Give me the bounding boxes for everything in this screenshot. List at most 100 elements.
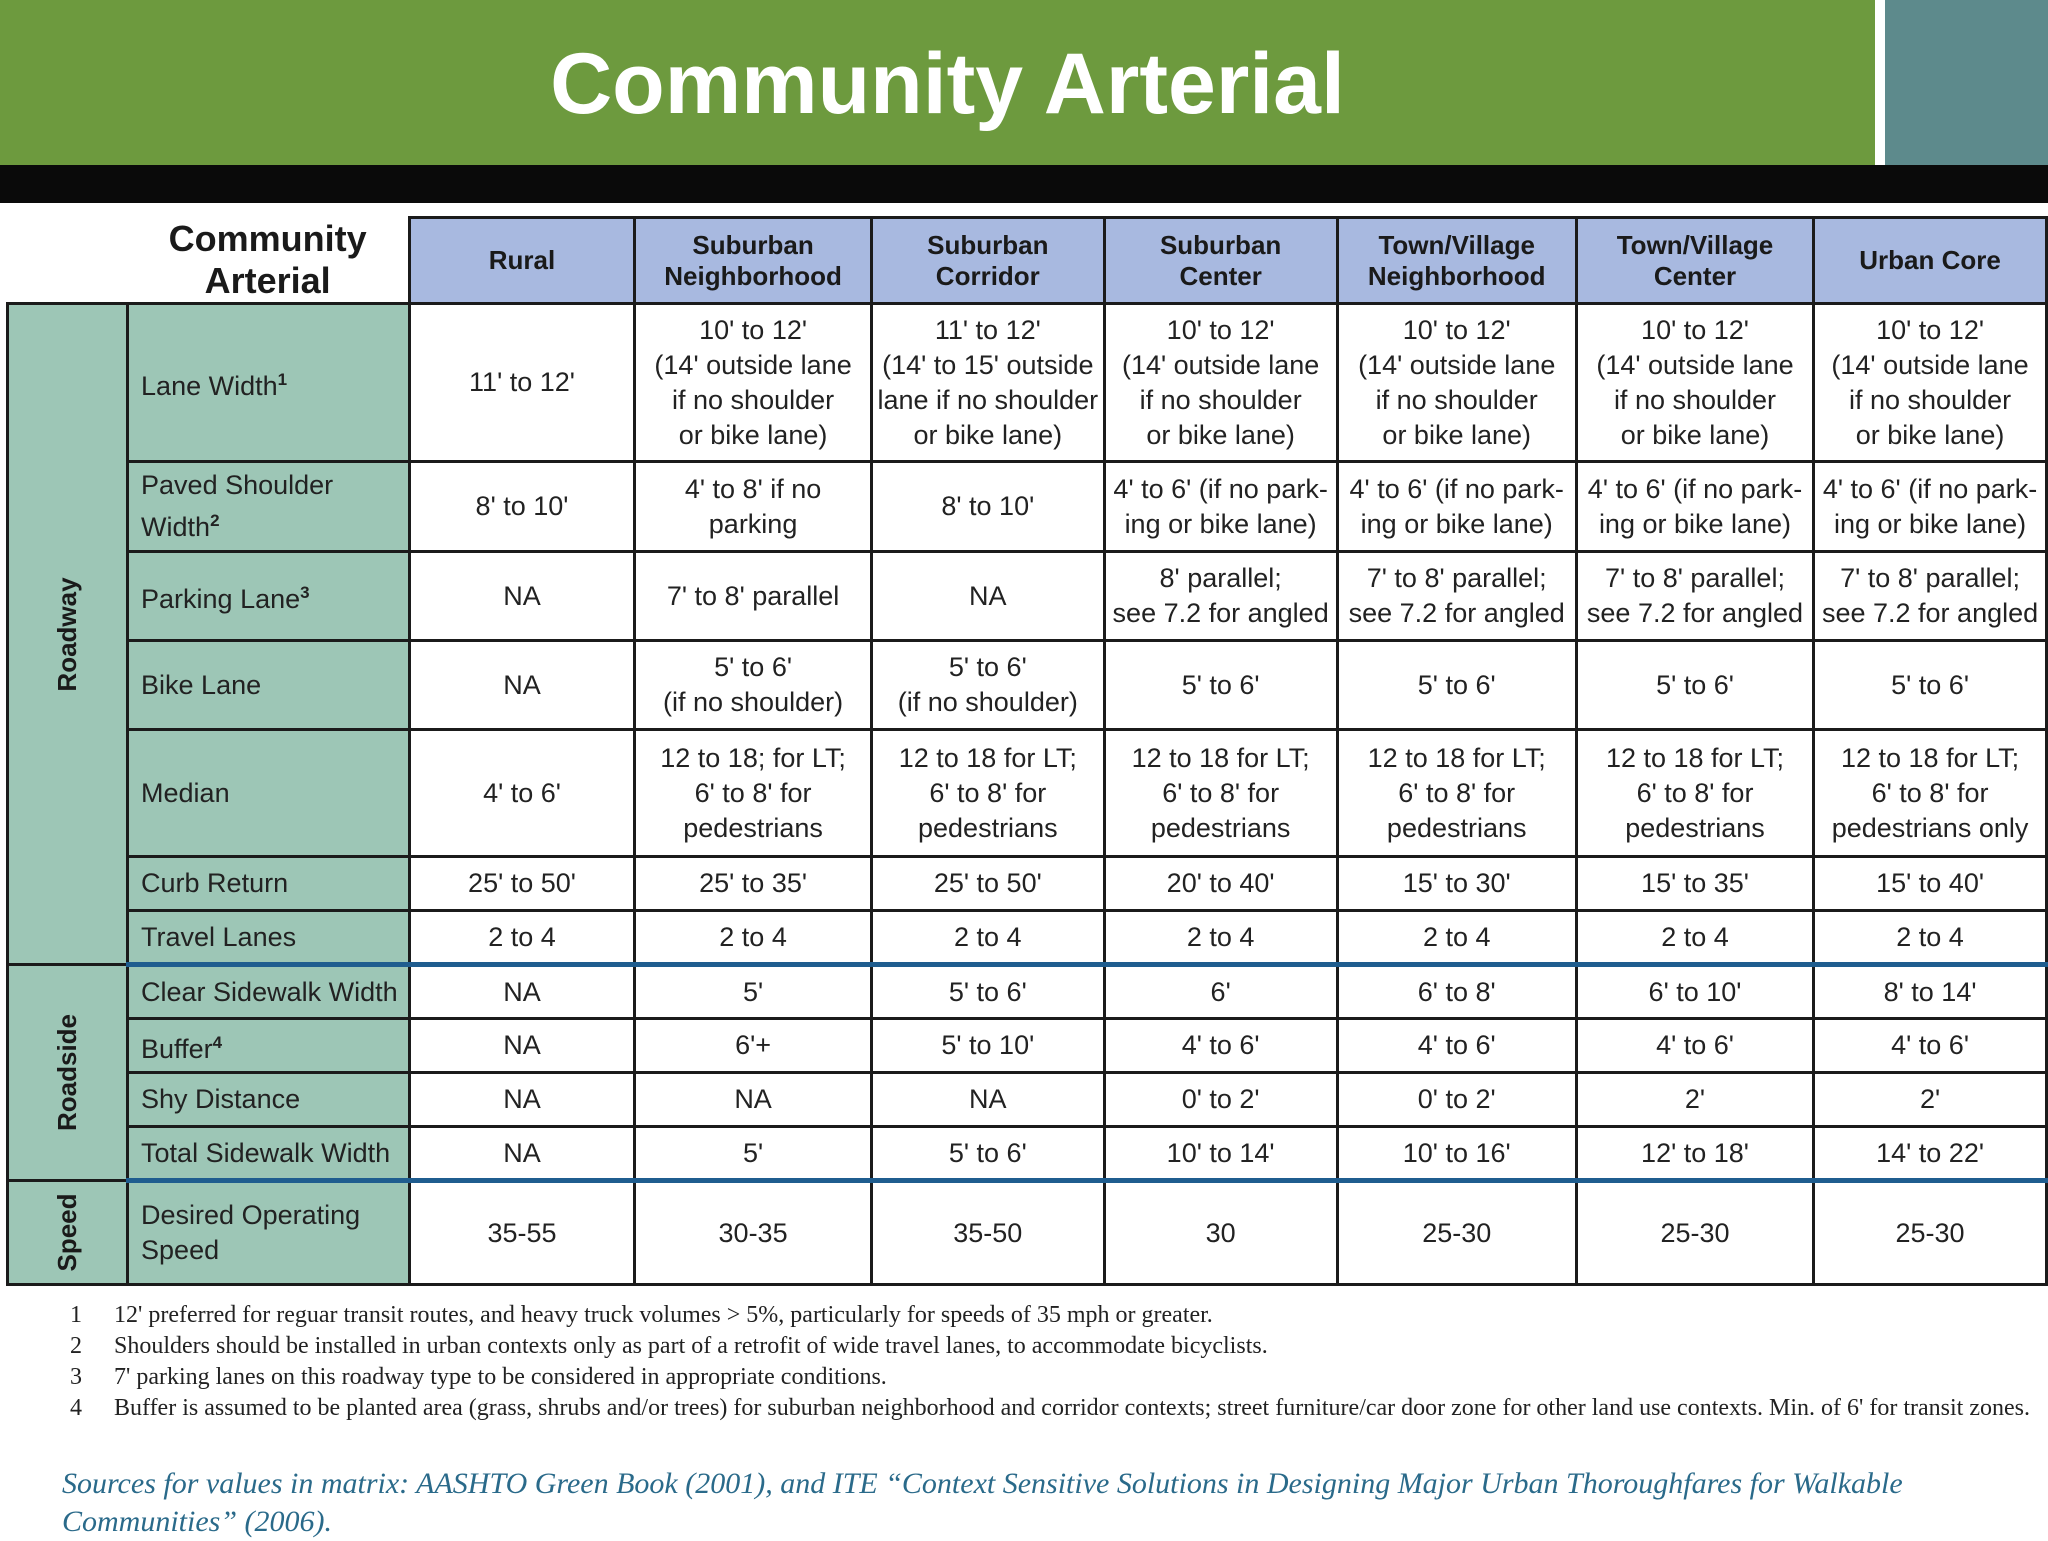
- table-cell: 8' to 10': [407, 460, 637, 553]
- table-cell: 2': [1574, 1071, 1816, 1128]
- row-label: Curb Return: [126, 855, 411, 912]
- table-cell: 5' to 6': [1574, 639, 1816, 731]
- table-cell: 5' to 6': [1812, 639, 2048, 731]
- table-cell: 4' to 8' if no parking: [633, 460, 873, 553]
- table-cell: 10' to 14': [1102, 1125, 1339, 1183]
- footnote-marker: 2: [210, 511, 220, 530]
- footnote-number: 4: [70, 1395, 82, 1421]
- table-cell: 5' to 6' (if no shoulder): [869, 639, 1106, 731]
- row-label: Total Sidewalk Width: [126, 1125, 411, 1183]
- column-header: Suburban Corridor: [869, 216, 1106, 305]
- table-cell: 5' to 6': [869, 963, 1106, 1020]
- table-cell: 0' to 2': [1335, 1071, 1578, 1128]
- table-cell: 4' to 6': [1812, 1017, 2048, 1074]
- footnote-text: 12' preferred for reguar transit routes,…: [114, 1302, 1213, 1328]
- row-label: Median: [126, 728, 411, 858]
- row-label: Lane Width1: [126, 302, 411, 463]
- footnote-number: 3: [70, 1364, 82, 1390]
- header-row: Community Arterial Rural Suburban Neighborh…: [7, 216, 2048, 305]
- table-cell: 12 to 18; for LT; 6' to 8' for pedestrians: [633, 728, 873, 858]
- table-cell: 10' to 16': [1335, 1125, 1578, 1183]
- table-cell: 20' to 40': [1102, 855, 1339, 912]
- table-cell: 6'+: [633, 1017, 873, 1074]
- table-cell: NA: [407, 1071, 637, 1128]
- table-row: Roadway Lane Width1 11' to 12' 10' to 12' (1…: [5, 302, 2048, 966]
- table-row: Paved Shoulder Width2 8' to 10' 4' to 8' if…: [8, 460, 2048, 553]
- table-cell: 15' to 40': [1812, 855, 2048, 912]
- table-cell: NA: [633, 1071, 873, 1128]
- table-cell: 5' to 6': [1102, 639, 1339, 731]
- table-cell: 4' to 6' (if no park-ing or bike lane): [1335, 460, 1578, 553]
- sources-note: Sources for values in matrix: AASHTO Gre…: [62, 1467, 1903, 1538]
- table-cell: 2 to 4: [1102, 909, 1339, 967]
- footnote-marker: 4: [212, 1032, 223, 1052]
- table-cell: 10' to 12' (14' outside lane if no shoulde…: [1335, 302, 1578, 463]
- row-label: Desired Operating Speed: [126, 1179, 411, 1286]
- table-corner-title: Community Arterial: [127, 217, 411, 305]
- column-header: Urban Core: [1812, 216, 2048, 305]
- row-label: Parking Lane3: [126, 550, 411, 642]
- table-cell: 5' to 6' (if no shoulder): [633, 639, 873, 731]
- footnotes: 1 12' preferred for reguar transit routes…: [70, 1300, 2045, 1424]
- table-cell: 30-35: [633, 1179, 873, 1286]
- table-cell: 8' parallel; see 7.2 for angled: [1102, 550, 1339, 642]
- footnote-text: 7' parking lanes on this roadway type to…: [114, 1364, 887, 1390]
- table-cell: 10' to 12' (14' outside lane if no shoulde…: [633, 302, 873, 463]
- table-cell: 4' to 6' (if no park-ing or bike lane): [1574, 460, 1816, 553]
- page-title: Community Arterial: [550, 36, 1345, 132]
- column-header: Suburban Center: [1102, 216, 1339, 305]
- table-cell: 0' to 2': [1102, 1071, 1339, 1128]
- table-row: Total Sidewalk Width NA 5' 5' to 6' 10' to 1…: [8, 1125, 2048, 1183]
- table-cell: 2 to 4: [633, 909, 873, 967]
- table-cell: 7' to 8' parallel; see 7.2 for angled: [1574, 550, 1816, 642]
- table-row: Median 4' to 6' 12 to 18; for LT; 6' to 8' …: [8, 728, 2048, 858]
- table-cell: 8' to 14': [1812, 963, 2048, 1020]
- corner-accent: [1885, 0, 2048, 165]
- table-row: Shy Distance NA NA NA 0' to 2' 0' to 2' 2' 2': [8, 1071, 2048, 1128]
- table-row: Bike Lane NA 5' to 6' (if no shoulder) 5' to…: [8, 639, 2048, 731]
- table-cell: 8' to 10': [869, 460, 1106, 553]
- footnote-number: 2: [70, 1333, 82, 1359]
- table-cell: NA: [869, 550, 1106, 642]
- table-row: Speed Desired Operating Speed 35-55 30-35 35-…: [5, 1179, 2048, 1286]
- table-cell: 7' to 8' parallel; see 7.2 for angled: [1335, 550, 1578, 642]
- table-cell: 2 to 4: [1812, 909, 2048, 967]
- table-cell: 10' to 12' (14' outside lane if no shoulde…: [1574, 302, 1816, 463]
- footnote-text: Buffer is assumed to be planted area (gr…: [114, 1395, 2030, 1421]
- table-cell: 15' to 35': [1574, 855, 1816, 912]
- row-label: Clear Sidewalk Width: [126, 963, 411, 1020]
- table-cell: 10' to 12' (14' outside lane if no shoulde…: [1812, 302, 2048, 463]
- table-cell: 2 to 4: [1335, 909, 1578, 967]
- table-cell: 4' to 6' (if no park-ing or bike lane): [1812, 460, 2048, 553]
- row-label: Paved Shoulder Width2: [126, 460, 411, 553]
- table-cell: 15' to 30': [1335, 855, 1578, 912]
- footnote-marker: 1: [277, 369, 288, 389]
- table-cell: 5' to 6': [869, 1125, 1106, 1183]
- column-header: Rural: [407, 216, 637, 305]
- design-matrix-table: Community Arterial Rural Suburban Neighborh…: [5, 216, 2048, 1286]
- table-cell: 6': [1102, 963, 1339, 1020]
- table-cell: 10' to 12' (14' outside lane if no shoulde…: [1102, 302, 1339, 463]
- table-cell: 25' to 50': [407, 855, 637, 912]
- group-label-speed: Speed: [5, 1179, 130, 1286]
- column-header: Town/Village Center: [1574, 216, 1816, 305]
- footnote-text: Shoulders should be installed in urban c…: [114, 1333, 1268, 1359]
- table-cell: 6' to 8': [1335, 963, 1578, 1020]
- table-row: Buffer4 NA 6'+ 5' to 10' 4' to 6' 4' to 6' 4' …: [8, 1017, 2048, 1074]
- table-cell: 25-30: [1812, 1179, 2048, 1286]
- table-cell: 2 to 4: [407, 909, 637, 967]
- table-cell: NA: [407, 639, 637, 731]
- footnote: 3 7' parking lanes on this roadway type t…: [70, 1362, 2045, 1393]
- table-cell: 11' to 12' (14' to 15' outside lane if no …: [869, 302, 1106, 463]
- table-cell: 4' to 6': [1335, 1017, 1578, 1074]
- table-cell: NA: [407, 1017, 637, 1074]
- table-cell: 14' to 22': [1812, 1125, 2048, 1183]
- table-cell: 2': [1812, 1071, 2048, 1128]
- table-row: Curb Return 25' to 50' 25' to 35' 25' to 50…: [8, 855, 2048, 912]
- table-cell: 5' to 10': [869, 1017, 1106, 1074]
- column-header: Suburban Neighborhood: [633, 216, 873, 305]
- group-label-roadway: Roadway: [5, 302, 130, 966]
- table-cell: 12 to 18 for LT; 6' to 8' for pedestrians: [869, 728, 1106, 858]
- column-header: Town/Village Neighborhood: [1335, 216, 1578, 305]
- table-cell: 12 to 18 for LT; 6' to 8' for pedestrians …: [1812, 728, 2048, 858]
